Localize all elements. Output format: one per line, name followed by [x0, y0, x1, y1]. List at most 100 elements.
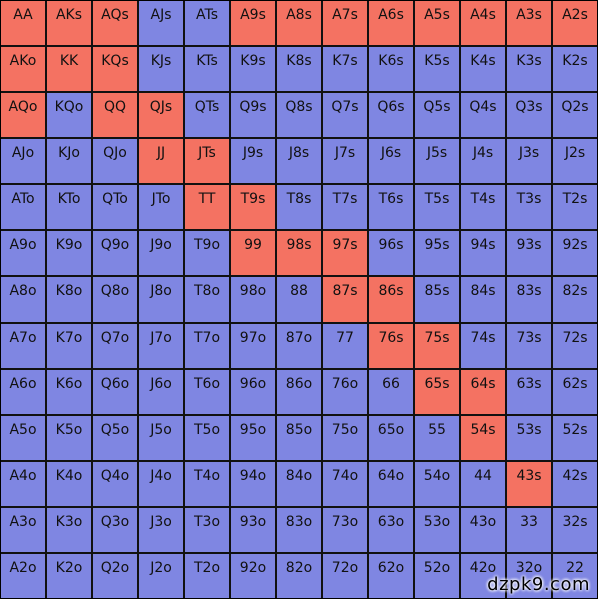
hand-cell-j7s: J7s [323, 139, 367, 184]
hand-cell-93s: 93s [507, 231, 551, 276]
hand-cell-43o: 43o [461, 507, 505, 552]
hand-cell-q6s: Q6s [369, 93, 413, 138]
hand-cell-q2o: Q2o [93, 553, 137, 598]
hand-cell-t5o: T5o [185, 415, 229, 460]
hand-cell-a8o: A8o [1, 277, 45, 322]
hand-cell-kto: KTo [47, 185, 91, 230]
hand-cell-kqo: KQo [47, 93, 91, 138]
hand-cell-42o: 42o [461, 553, 505, 598]
hand-cell-ako: AKo [1, 47, 45, 92]
hand-cell-62o: 62o [369, 553, 413, 598]
hand-cell-qts: QTs [185, 93, 229, 138]
hand-cell-t8o: T8o [185, 277, 229, 322]
hand-cell-kjo: KJo [47, 139, 91, 184]
hand-cell-k6s: K6s [369, 47, 413, 92]
hand-cell-54s: 54s [461, 415, 505, 460]
hand-cell-k4o: K4o [47, 461, 91, 506]
hand-cell-t6s: T6s [369, 185, 413, 230]
hand-cell-j9s: J9s [231, 139, 275, 184]
hand-cell-73s: 73s [507, 323, 551, 368]
hand-cell-76o: 76o [323, 369, 367, 414]
hand-cell-54o: 54o [415, 461, 459, 506]
hand-cell-aqs: AQs [93, 1, 137, 46]
hand-cell-j2s: J2s [553, 139, 597, 184]
hand-cell-k8o: K8o [47, 277, 91, 322]
hand-cell-t4s: T4s [461, 185, 505, 230]
hand-cell-k9o: K9o [47, 231, 91, 276]
hand-cell-q5o: Q5o [93, 415, 137, 460]
watermark: dzpk9.com [487, 574, 590, 595]
hand-cell-a8s: A8s [277, 1, 321, 46]
hand-cell-98s: 98s [277, 231, 321, 276]
hand-cell-a9s: A9s [231, 1, 275, 46]
hand-cell-92s: 92s [553, 231, 597, 276]
hand-cell-32s: 32s [553, 507, 597, 552]
hand-cell-73o: 73o [323, 507, 367, 552]
hand-cell-k3o: K3o [47, 507, 91, 552]
hand-cell-a4s: A4s [461, 1, 505, 46]
hand-cell-98o: 98o [231, 277, 275, 322]
hand-cell-j5s: J5s [415, 139, 459, 184]
hand-cell-k7o: K7o [47, 323, 91, 368]
hand-cell-74s: 74s [461, 323, 505, 368]
hand-cell-q5s: Q5s [415, 93, 459, 138]
hand-cell-84o: 84o [277, 461, 321, 506]
hand-cell-72s: 72s [553, 323, 597, 368]
hand-cell-t7s: T7s [323, 185, 367, 230]
hand-cell-83o: 83o [277, 507, 321, 552]
hand-cell-a6o: A6o [1, 369, 45, 414]
hand-cell-a7s: A7s [323, 1, 367, 46]
hand-cell-t8s: T8s [277, 185, 321, 230]
hand-cell-q9s: Q9s [231, 93, 275, 138]
hand-cell-44: 44 [461, 461, 505, 506]
hand-cell-j8s: J8s [277, 139, 321, 184]
hand-cell-87s: 87s [323, 277, 367, 322]
hand-cell-q7s: Q7s [323, 93, 367, 138]
hand-cell-t2o: T2o [185, 553, 229, 598]
hand-cell-62s: 62s [553, 369, 597, 414]
hand-cell-t4o: T4o [185, 461, 229, 506]
hand-cell-a2s: A2s [553, 1, 597, 46]
hand-cell-q8s: Q8s [277, 93, 321, 138]
hand-cell-j6s: J6s [369, 139, 413, 184]
hand-cell-t5s: T5s [415, 185, 459, 230]
hand-cell-t6o: T6o [185, 369, 229, 414]
hand-cell-64o: 64o [369, 461, 413, 506]
hand-cell-q3o: Q3o [93, 507, 137, 552]
hand-cell-96o: 96o [231, 369, 275, 414]
hand-cell-kjs: KJs [139, 47, 183, 92]
hand-cell-j2o: J2o [139, 553, 183, 598]
hand-cell-q7o: Q7o [93, 323, 137, 368]
hand-cell-32o: 32o [507, 553, 551, 598]
hand-cell-86s: 86s [369, 277, 413, 322]
hand-cell-q6o: Q6o [93, 369, 137, 414]
hand-cell-k5s: K5s [415, 47, 459, 92]
hand-cell-qto: QTo [93, 185, 137, 230]
hand-cell-ats: ATs [185, 1, 229, 46]
hand-cell-95s: 95s [415, 231, 459, 276]
hand-cell-qq: QQ [93, 93, 137, 138]
hand-cell-k6o: K6o [47, 369, 91, 414]
hand-cell-75o: 75o [323, 415, 367, 460]
hand-cell-97s: 97s [323, 231, 367, 276]
hand-cell-ajs: AJs [139, 1, 183, 46]
hand-cell-94s: 94s [461, 231, 505, 276]
hand-cell-85s: 85s [415, 277, 459, 322]
hand-cell-a3s: A3s [507, 1, 551, 46]
hand-cell-jto: JTo [139, 185, 183, 230]
hand-cell-k9s: K9s [231, 47, 275, 92]
hand-cell-a7o: A7o [1, 323, 45, 368]
hand-cell-85o: 85o [277, 415, 321, 460]
hand-cell-72o: 72o [323, 553, 367, 598]
hand-cell-q4s: Q4s [461, 93, 505, 138]
hand-cell-t3o: T3o [185, 507, 229, 552]
hand-cell-76s: 76s [369, 323, 413, 368]
hand-cell-j5o: J5o [139, 415, 183, 460]
hand-cell-52s: 52s [553, 415, 597, 460]
hand-cell-j7o: J7o [139, 323, 183, 368]
hand-cell-t2s: T2s [553, 185, 597, 230]
hand-cell-43s: 43s [507, 461, 551, 506]
hand-cell-95o: 95o [231, 415, 275, 460]
hand-cell-k8s: K8s [277, 47, 321, 92]
